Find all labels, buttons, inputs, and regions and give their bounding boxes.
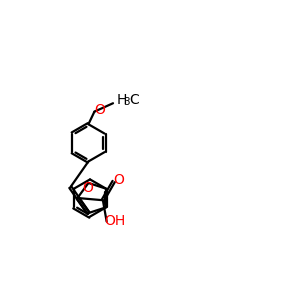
Text: O: O: [82, 182, 93, 195]
Text: O: O: [94, 103, 105, 117]
Text: OH: OH: [104, 214, 126, 229]
Text: H: H: [117, 93, 127, 106]
Text: 3: 3: [123, 97, 130, 107]
Text: O: O: [113, 173, 124, 187]
Text: C: C: [129, 93, 139, 106]
